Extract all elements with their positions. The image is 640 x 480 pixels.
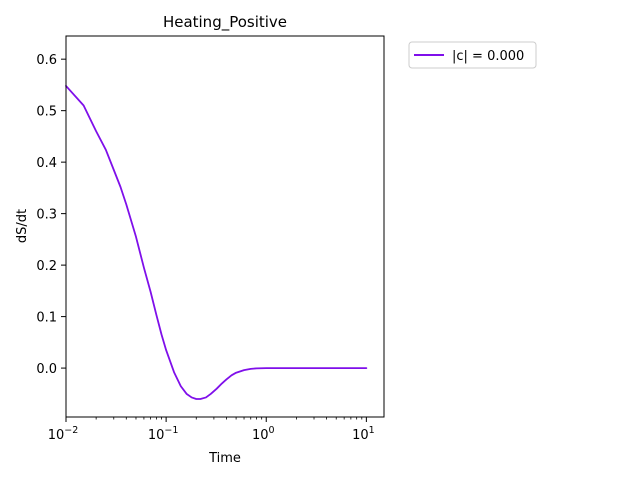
y-tick-label-6: 0.6	[36, 53, 57, 68]
legend-box	[408, 41, 537, 69]
x-axis-label: Time	[208, 451, 241, 466]
y-axis-ticks: 0.0 0.1 0.2 0.3 0.4 0.5 0.6	[36, 53, 66, 377]
x-tick-label-1: 10−1	[148, 425, 179, 443]
legend: |c| = 0.000	[408, 41, 537, 69]
chart-title: Heating_Positive	[163, 13, 287, 32]
legend-entry-label: |c| = 0.000	[452, 49, 524, 64]
x-tick-label-2: 100	[252, 425, 275, 443]
y-tick-label-5: 0.5	[36, 105, 57, 120]
plot-frame	[65, 35, 385, 418]
y-tick-label-4: 0.4	[36, 156, 57, 171]
y-tick-label-3: 0.3	[36, 208, 57, 223]
x-tick-label-0: 10−2	[48, 425, 79, 443]
y-axis-label: dS/dt	[15, 209, 30, 243]
y-tick-label-1: 0.1	[36, 311, 57, 326]
y-tick-label-0: 0.0	[36, 362, 57, 377]
series-layer	[65, 85, 368, 400]
x-axis-ticks: 10−2 10−1 100 101	[48, 417, 375, 443]
x-tick-label-3: 101	[352, 425, 375, 443]
y-tick-label-2: 0.2	[36, 259, 57, 274]
series-line-0	[65, 85, 368, 400]
